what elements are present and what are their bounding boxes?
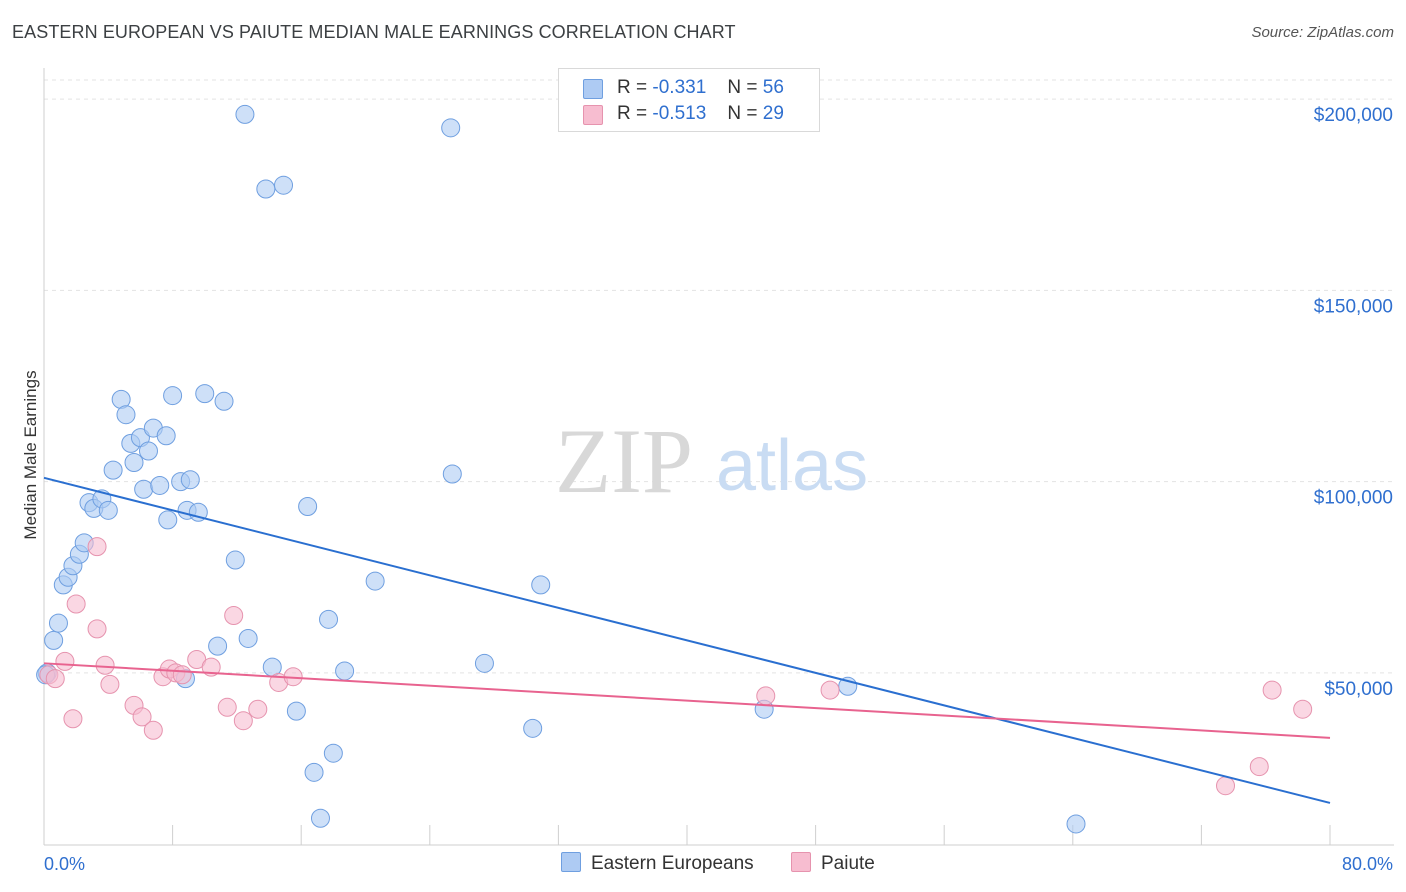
watermark-atlas: atlas (716, 426, 868, 506)
data-point-eastern-europeans (523, 718, 543, 738)
data-point-eastern-europeans (98, 500, 118, 520)
data-point-eastern-europeans (298, 496, 318, 516)
data-point-eastern-europeans (195, 384, 215, 404)
data-point-paiute (233, 711, 253, 731)
series-paiute (39, 537, 1313, 796)
bottom-legend-swatch-blue (561, 852, 581, 872)
data-point-eastern-europeans (274, 175, 294, 195)
gridlines (44, 79, 1394, 674)
data-point-eastern-europeans (208, 636, 228, 656)
data-point-paiute (217, 697, 237, 717)
data-point-paiute (756, 686, 776, 706)
data-point-paiute (248, 699, 268, 719)
data-point-eastern-europeans (124, 453, 144, 472)
data-point-eastern-europeans (1066, 814, 1086, 834)
trend-lines (43, 476, 1331, 804)
series-eastern-europeans (36, 104, 1086, 834)
y-tick-label: $150,000 (1314, 296, 1393, 317)
data-point-eastern-europeans (116, 405, 136, 425)
data-point-paiute (201, 657, 221, 677)
x-tick-label-min: 0.0% (44, 854, 85, 874)
data-point-paiute (1293, 699, 1313, 719)
y-axis-title: Median Male Earnings (21, 370, 40, 539)
data-point-eastern-europeans (158, 510, 178, 530)
data-point-eastern-europeans (531, 575, 551, 595)
data-point-eastern-europeans (134, 479, 154, 499)
data-point-eastern-europeans (150, 475, 170, 495)
data-point-eastern-europeans (180, 470, 200, 490)
watermark-zip: ZIP (555, 410, 693, 512)
data-point-eastern-europeans (188, 502, 208, 522)
data-point-paiute (63, 709, 83, 729)
data-point-paiute (87, 619, 107, 639)
data-point-eastern-europeans (286, 701, 306, 721)
legend-n-label: N = (727, 77, 758, 98)
legend-n-value: 56 (762, 77, 784, 98)
legend-r-label: R = (617, 77, 648, 98)
x-tick-label-max: 80.0% (1342, 854, 1393, 874)
axis-labels: $50,000 $100,000 $150,000 $200,000 0.0% 80.0% (44, 105, 1393, 874)
legend-n-value: 29 (762, 103, 784, 124)
data-point-eastern-europeans (319, 609, 339, 629)
data-point-eastern-europeans (225, 550, 245, 570)
data-point-paiute (45, 669, 65, 689)
data-point-eastern-europeans (44, 630, 64, 650)
bottom-legend-paiute: Paiute (791, 852, 875, 875)
data-point-eastern-europeans (103, 460, 123, 480)
correlation-legend: R = -0.331 N = 56 R = -0.513 N = 29 (558, 68, 820, 132)
data-point-paiute (820, 680, 840, 700)
data-point-paiute (1216, 776, 1236, 796)
data-point-eastern-europeans (235, 104, 255, 124)
data-point-paiute (55, 651, 75, 671)
data-point-paiute (100, 674, 120, 694)
y-tick-label: $50,000 (1324, 679, 1393, 700)
y-tick-label: $200,000 (1314, 105, 1393, 126)
legend-swatch-blue (583, 79, 603, 99)
data-point-eastern-europeans (163, 386, 183, 406)
data-point-paiute (1262, 680, 1282, 700)
chart-title: EASTERN EUROPEAN VS PAIUTE MEDIAN MALE E… (12, 22, 736, 42)
legend-r-label: R = (617, 103, 648, 124)
data-point-paiute (172, 665, 192, 685)
bottom-legend-label: Paiute (821, 853, 875, 874)
data-point-eastern-europeans (156, 426, 176, 446)
data-point-eastern-europeans (214, 391, 234, 411)
data-point-eastern-europeans (441, 118, 461, 138)
data-point-paiute (87, 537, 107, 557)
data-point-eastern-europeans (365, 571, 385, 591)
watermark: ZIP atlas (555, 410, 868, 512)
data-point-eastern-europeans (238, 628, 258, 648)
chart-source: Source: ZipAtlas.com (1251, 24, 1394, 41)
trend-line-eastern-europeans (43, 476, 1331, 804)
data-point-eastern-europeans (323, 743, 343, 763)
data-point-eastern-europeans (256, 179, 276, 199)
axes (43, 68, 1394, 846)
trend-line-paiute (43, 662, 1331, 739)
data-point-paiute (132, 707, 152, 727)
data-point-eastern-europeans (304, 762, 324, 782)
bottom-legend-swatch-pink (791, 852, 811, 872)
data-point-eastern-europeans (474, 653, 494, 673)
bottom-legend-label: Eastern Europeans (591, 853, 754, 874)
data-point-eastern-europeans (48, 613, 68, 633)
data-point-paiute (1249, 757, 1269, 777)
legend-r-value: -0.513 (652, 103, 707, 124)
y-tick-label: $100,000 (1314, 488, 1393, 509)
legend-swatch-pink (583, 105, 603, 125)
data-point-paiute (95, 655, 115, 675)
data-point-eastern-europeans (442, 464, 462, 484)
data-point-paiute (143, 720, 163, 740)
data-point-paiute (224, 606, 244, 625)
legend-r-value: -0.331 (652, 77, 707, 98)
data-point-paiute (66, 594, 86, 614)
data-point-eastern-europeans (310, 808, 330, 828)
data-point-eastern-europeans (138, 441, 158, 461)
bottom-legend-eastern-europeans: Eastern Europeans (561, 852, 754, 875)
data-point-eastern-europeans (335, 661, 355, 681)
legend-n-label: N = (727, 103, 758, 124)
